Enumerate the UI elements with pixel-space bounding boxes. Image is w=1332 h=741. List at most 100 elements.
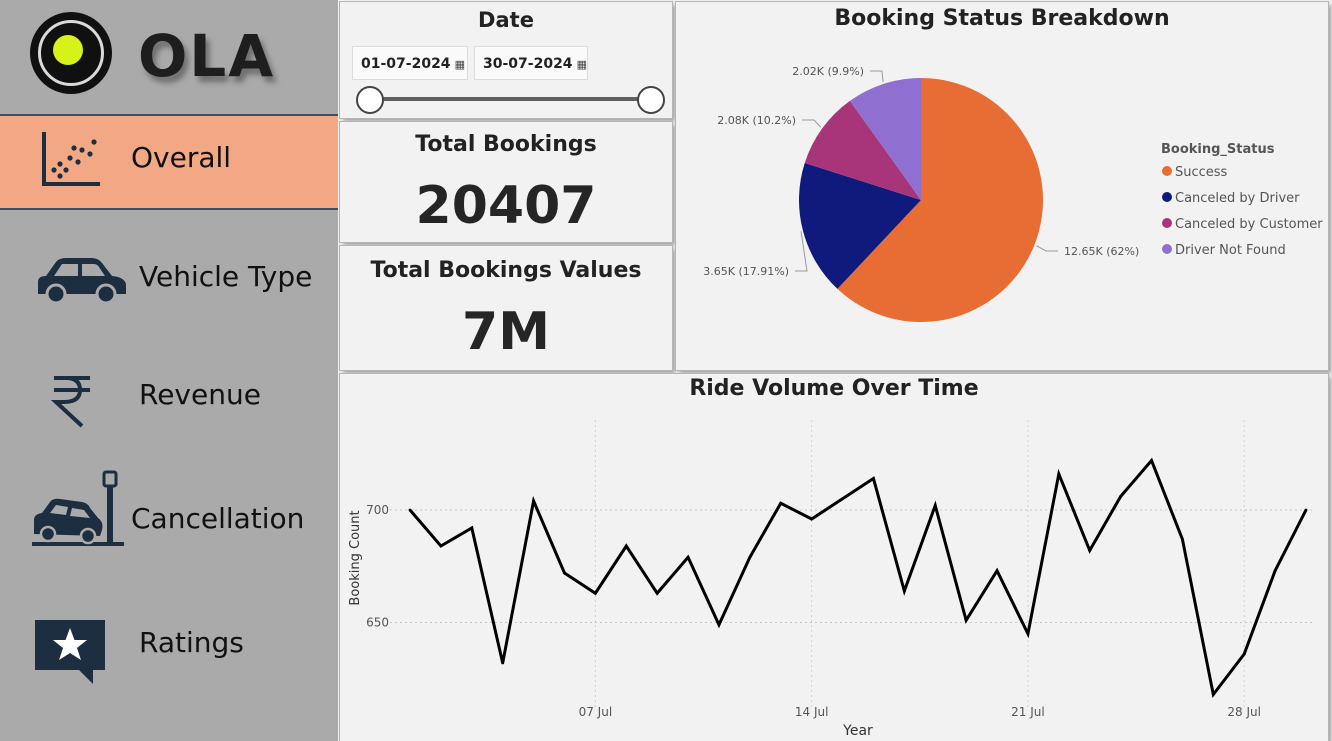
chart-title: Ride Volume Over Time xyxy=(689,376,979,401)
legend-title: Booking_Status xyxy=(1161,142,1275,157)
pie-data-label: 2.08K (10.2%) xyxy=(717,114,796,127)
data-point xyxy=(902,589,906,593)
data-point xyxy=(593,591,597,595)
booking-status-card: Booking Status Breakdown 12.65K (62%) 3.6… xyxy=(676,2,1328,370)
pie-slice xyxy=(837,78,1043,322)
kpi-value: 20407 xyxy=(415,176,597,236)
pie-leader-line xyxy=(1036,245,1058,252)
calendar-icon[interactable]: ▦ xyxy=(454,58,465,71)
sidebar: OLA Overall Vehicle Type Revenue xyxy=(0,0,338,741)
divider xyxy=(0,208,338,210)
pie-slice xyxy=(804,100,921,200)
sidebar-item-ratings[interactable]: Ratings xyxy=(0,592,338,702)
x-tick-label: 07 Jul xyxy=(579,705,613,719)
pie-slice xyxy=(799,163,921,289)
data-point xyxy=(1026,632,1030,636)
sidebar-item-label: Revenue xyxy=(139,378,261,411)
data-point xyxy=(964,618,968,622)
data-point xyxy=(624,544,628,548)
pie-leader-line xyxy=(802,119,822,128)
kpi-label: Total Bookings xyxy=(415,132,597,157)
start-date-value: 01-07-2024 xyxy=(361,56,451,72)
x-tick-label: 28 Jul xyxy=(1227,705,1261,719)
y-axis-title: Booking Count xyxy=(348,510,363,605)
data-point xyxy=(439,544,443,548)
calendar-icon[interactable]: ▦ xyxy=(576,58,587,71)
legend-marker xyxy=(1162,192,1172,202)
data-point xyxy=(995,569,999,573)
pie-leader-line xyxy=(795,231,808,272)
sidebar-item-revenue[interactable]: Revenue xyxy=(0,350,338,450)
data-point xyxy=(1211,693,1215,696)
rupee-icon xyxy=(50,376,90,428)
legend-marker xyxy=(1162,244,1172,254)
data-point xyxy=(1119,495,1123,498)
legend-item: Driver Not Found xyxy=(1175,243,1286,258)
brand-logo-text: OLA xyxy=(138,22,276,90)
data-point xyxy=(779,501,783,505)
legend-marker xyxy=(1162,218,1172,228)
sidebar-item-overall[interactable]: Overall xyxy=(0,116,338,208)
sidebar-item-label: Vehicle Type xyxy=(139,260,313,293)
legend-item: Canceled by Driver xyxy=(1175,191,1300,206)
data-point xyxy=(872,477,875,480)
data-point xyxy=(841,497,844,501)
scatter-chart-icon xyxy=(42,132,100,186)
pie-slice xyxy=(849,78,921,200)
legend-marker xyxy=(1162,166,1172,176)
data-point xyxy=(1057,472,1061,476)
divider xyxy=(0,114,338,116)
data-point xyxy=(563,571,566,575)
data-point xyxy=(717,623,721,627)
car-icon xyxy=(38,258,126,305)
data-point xyxy=(933,504,937,507)
pie-leader-line xyxy=(870,70,884,82)
pie-chart: 12.65K (62%) 3.65K (17.91%) 2.08K (10.2%) 2… xyxy=(703,65,1323,322)
end-date-value: 30-07-2024 xyxy=(483,56,573,72)
x-tick-label: 21 Jul xyxy=(1011,705,1045,719)
data-point xyxy=(810,517,814,521)
car-crash-icon xyxy=(32,470,124,546)
date-filter-title: Date xyxy=(478,8,534,32)
sidebar-item-label: Overall xyxy=(131,141,232,174)
data-point xyxy=(1181,537,1184,541)
kpi-label: Total Bookings Values xyxy=(370,258,642,283)
chart-title: Booking Status Breakdown xyxy=(834,6,1170,31)
data-point xyxy=(1150,459,1153,462)
sidebar-item-cancellation[interactable]: Cancellation xyxy=(0,466,338,566)
start-date-input[interactable]: 01-07-2024 ▦ xyxy=(352,46,468,80)
ola-logo-icon xyxy=(30,12,112,94)
data-point xyxy=(748,555,752,559)
x-axis-title: Year xyxy=(842,723,873,739)
star-rating-icon xyxy=(35,620,105,684)
y-tick-label: 650 xyxy=(366,616,389,630)
pie-data-label: 3.65K (17.91%) xyxy=(703,265,789,278)
pie-data-label: 12.65K (62%) xyxy=(1064,245,1139,258)
data-point xyxy=(686,555,690,559)
data-point xyxy=(470,526,474,530)
data-point xyxy=(532,499,535,503)
date-range-start-handle[interactable] xyxy=(356,86,384,114)
total-bookings-card: Total Bookings 20407 xyxy=(340,122,672,242)
end-date-input[interactable]: 30-07-2024 ▦ xyxy=(474,46,588,80)
sidebar-item-vehicle-type[interactable]: Vehicle Type xyxy=(0,230,338,330)
legend-item: Success xyxy=(1175,165,1228,180)
date-range-slider-track[interactable] xyxy=(368,97,650,101)
data-point xyxy=(408,508,412,512)
data-point xyxy=(655,591,659,595)
data-point xyxy=(1304,508,1308,512)
data-point xyxy=(1242,652,1246,656)
data-point xyxy=(1273,569,1277,573)
date-range-end-handle[interactable] xyxy=(637,86,665,114)
total-bookings-values-card: Total Bookings Values 7M xyxy=(340,246,672,370)
y-tick-label: 700 xyxy=(366,503,389,517)
x-tick-label: 14 Jul xyxy=(795,705,829,719)
ride-volume-line xyxy=(408,457,1308,699)
data-point xyxy=(501,661,505,665)
sidebar-item-label: Ratings xyxy=(139,626,244,659)
ride-volume-card: Ride Volume Over Time 650 700 07 Jul 14 Jul… xyxy=(340,374,1328,741)
sidebar-item-label: Cancellation xyxy=(131,502,305,535)
line-chart: 650 700 07 Jul 14 Jul 21 Jul 28 Jul Year Bookin… xyxy=(348,420,1312,739)
kpi-value: 7M xyxy=(462,302,550,362)
legend-item: Canceled by Customer xyxy=(1175,217,1323,232)
